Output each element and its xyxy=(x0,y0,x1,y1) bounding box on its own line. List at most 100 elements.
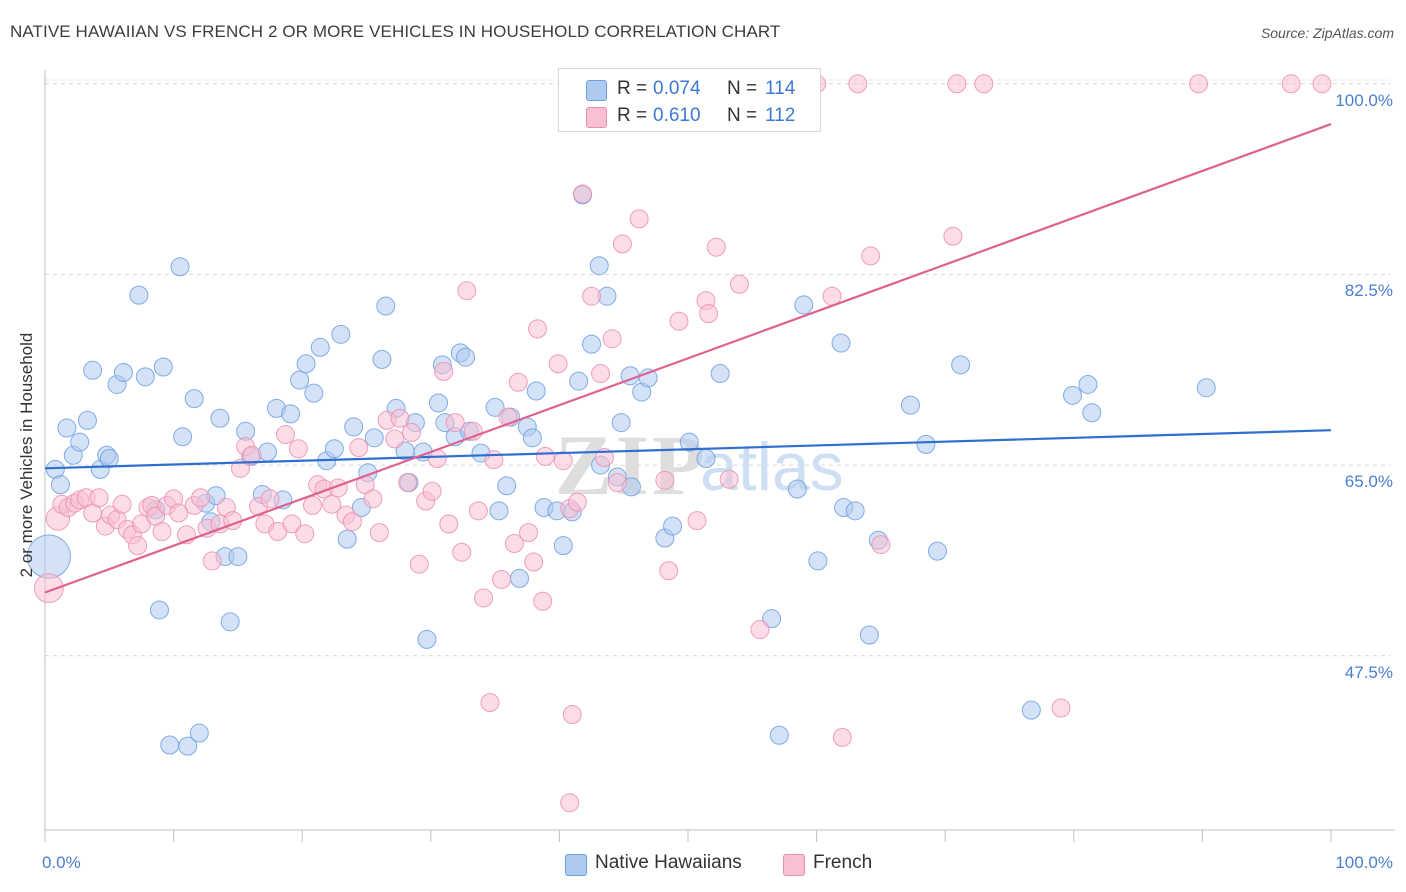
french-point xyxy=(452,542,472,562)
native-hawaiians-point xyxy=(522,428,542,448)
native-hawaiians-point xyxy=(1021,700,1041,720)
native-hawaiians-point xyxy=(1196,378,1216,398)
native-hawaiians-point xyxy=(1078,374,1098,394)
native-hawaiians-point xyxy=(77,410,97,430)
native-hawaiians-point xyxy=(57,418,77,438)
native-hawaiians-point xyxy=(927,541,947,561)
french-point xyxy=(89,488,109,508)
native-hawaiians-point xyxy=(296,354,316,374)
stats-row-native-hawaiians: R = 0.074 N = 114 xyxy=(559,76,820,102)
native-hawaiians-point xyxy=(50,475,70,495)
native-hawaiians-point xyxy=(456,347,476,367)
chart-source: Source: ZipAtlas.com xyxy=(1260,25,1394,41)
x-tick-label: 0.0% xyxy=(42,853,81,872)
native-hawaiians-point xyxy=(364,428,384,448)
french-point xyxy=(191,488,211,508)
french-point xyxy=(468,501,488,521)
native-hawaiians-point xyxy=(900,395,920,415)
native-hawaiians-point xyxy=(510,568,530,588)
french-point xyxy=(567,492,587,512)
native-hawaiians-point xyxy=(831,333,851,353)
french-point xyxy=(719,469,739,489)
native-hawaiians-point xyxy=(83,360,103,380)
french-point xyxy=(434,361,454,381)
native-hawaiians-point xyxy=(489,501,509,521)
native-hawaiians-point xyxy=(429,393,449,413)
french-point xyxy=(947,74,967,94)
french-point xyxy=(363,489,383,509)
french-point xyxy=(524,552,544,572)
french-point xyxy=(422,481,442,501)
legend: Native Hawaiians French xyxy=(0,852,1406,878)
r-value: 0.074 xyxy=(653,78,701,99)
native-hawaiians-point xyxy=(787,479,807,499)
native-hawaiians-point xyxy=(663,516,683,536)
french-point xyxy=(439,514,459,534)
native-hawaiians-point xyxy=(210,408,230,428)
french-point xyxy=(669,311,689,331)
legend-label: Native Hawaiians xyxy=(595,852,742,873)
native-hawaiians-point xyxy=(710,364,730,384)
french-point xyxy=(152,522,172,542)
x-tick-label: 100.0% xyxy=(1335,853,1393,872)
french-point xyxy=(33,573,64,604)
french-point xyxy=(474,588,494,608)
french-point xyxy=(480,693,500,713)
french-point xyxy=(573,184,593,204)
french-point xyxy=(750,620,770,640)
native-hawaiians-point xyxy=(281,404,301,424)
trend-lines xyxy=(44,123,1332,594)
french-point xyxy=(602,329,622,349)
native-hawaiians-point xyxy=(257,442,277,462)
french-point xyxy=(548,354,568,374)
french-point xyxy=(302,495,322,515)
french-point xyxy=(169,503,189,523)
french-point xyxy=(612,234,632,254)
native-hawaiians-point xyxy=(845,501,865,521)
french-point xyxy=(687,511,707,531)
stats-row-french: R = 0.610 N = 112 xyxy=(559,103,820,129)
y-tick-label: 65.0% xyxy=(1344,472,1393,492)
french-point xyxy=(349,438,369,458)
native-hawaiians-point xyxy=(589,256,609,276)
french-point xyxy=(699,304,719,324)
n-value: 114 xyxy=(765,78,796,99)
chart-title: NATIVE HAWAIIAN VS FRENCH 2 OR MORE VEHI… xyxy=(10,22,781,41)
french-point xyxy=(553,451,573,471)
native-hawaiians-point xyxy=(228,547,248,567)
french-point xyxy=(242,445,262,465)
axes xyxy=(44,70,1395,842)
french-point xyxy=(562,705,582,725)
native-hawaiians-point xyxy=(859,625,879,645)
native-hawaiians-point xyxy=(189,723,209,743)
native-hawaiians-point xyxy=(526,381,546,401)
french-point xyxy=(260,489,280,509)
french-point xyxy=(230,458,250,478)
native-hawaiians-point xyxy=(178,736,198,756)
french-point xyxy=(322,494,342,514)
native-hawaiians-point xyxy=(696,449,716,469)
r-value: 0.610 xyxy=(653,105,701,126)
stats-swatch-blue xyxy=(586,80,607,101)
french-point xyxy=(519,523,539,543)
native-hawaiians-point xyxy=(99,449,119,469)
french-point xyxy=(282,514,302,534)
native-hawaiians-point xyxy=(376,296,396,316)
french-point xyxy=(832,727,852,747)
french-point xyxy=(974,74,994,94)
french-point xyxy=(112,494,132,514)
french-point xyxy=(591,364,611,384)
french-point xyxy=(871,535,891,555)
y-axis-label: 2 or more Vehicles in Household xyxy=(17,332,36,578)
native-hawaiians-point xyxy=(794,295,814,315)
french-point xyxy=(508,372,528,392)
native-hawaiians-point xyxy=(135,367,155,387)
native-hawaiians-point xyxy=(160,735,180,755)
stats-swatch-pink xyxy=(586,107,607,128)
french-point xyxy=(582,286,602,306)
stats-box: R = 0.074 N = 114 R = 0.610 N = 112 xyxy=(558,68,821,132)
native-hawaiians-point xyxy=(170,257,190,277)
native-hawaiians-point xyxy=(344,417,364,437)
french-point xyxy=(535,446,555,466)
